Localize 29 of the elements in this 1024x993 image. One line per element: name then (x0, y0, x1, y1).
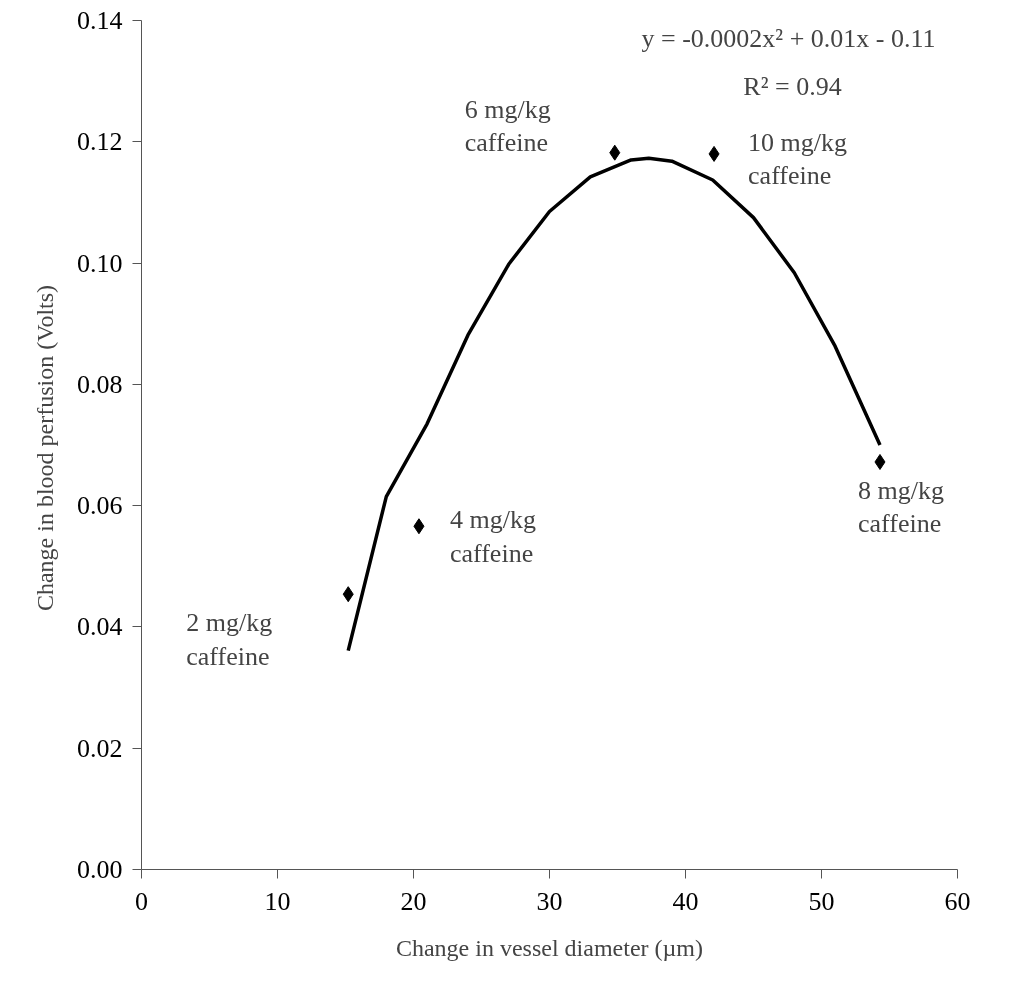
x-axis-title: Change in vessel diameter (µm) (395, 934, 704, 961)
annotation: 4 mg/kg caffeine (449, 505, 536, 568)
x-tick-label: 10 (264, 886, 291, 916)
x-tick-label: 40 (672, 886, 699, 916)
x-tick-label: 50 (808, 886, 835, 916)
point (609, 144, 621, 161)
annotation: 10 mg/kg caffeine (748, 127, 848, 191)
y-tick-label: 0.08 (77, 369, 123, 399)
x-tick-label: 0 (135, 886, 148, 916)
annotation: R² = 0.94 (743, 72, 842, 101)
point (874, 453, 886, 470)
x-tick-label: 30 (536, 886, 563, 916)
annotation: 8 mg/kg caffeine (857, 475, 944, 539)
y-axis-title: Change in blood perfusion (Volts) (32, 284, 58, 612)
x-tick-label: 60 (944, 886, 971, 916)
y-tick-label: 0.00 (77, 855, 123, 884)
annotation: 6 mg/kg caffeine (464, 94, 551, 158)
y-tick-label: 0.04 (77, 612, 123, 642)
y-tick-label: 0.14 (77, 6, 123, 35)
y-tick-label: 0.10 (77, 248, 123, 278)
point (413, 518, 425, 535)
y-tick-label: 0.12 (77, 127, 123, 157)
y-tick-label: 0.02 (77, 733, 123, 763)
y-tick-label: 0.06 (77, 491, 123, 521)
x-tick-label: 20 (400, 886, 427, 916)
annotation: y = -0.0002x² + 0.01x - 0.11 (641, 24, 936, 53)
point (708, 145, 720, 162)
annotation: 2 mg/kg caffeine (186, 608, 273, 671)
point (342, 586, 354, 603)
